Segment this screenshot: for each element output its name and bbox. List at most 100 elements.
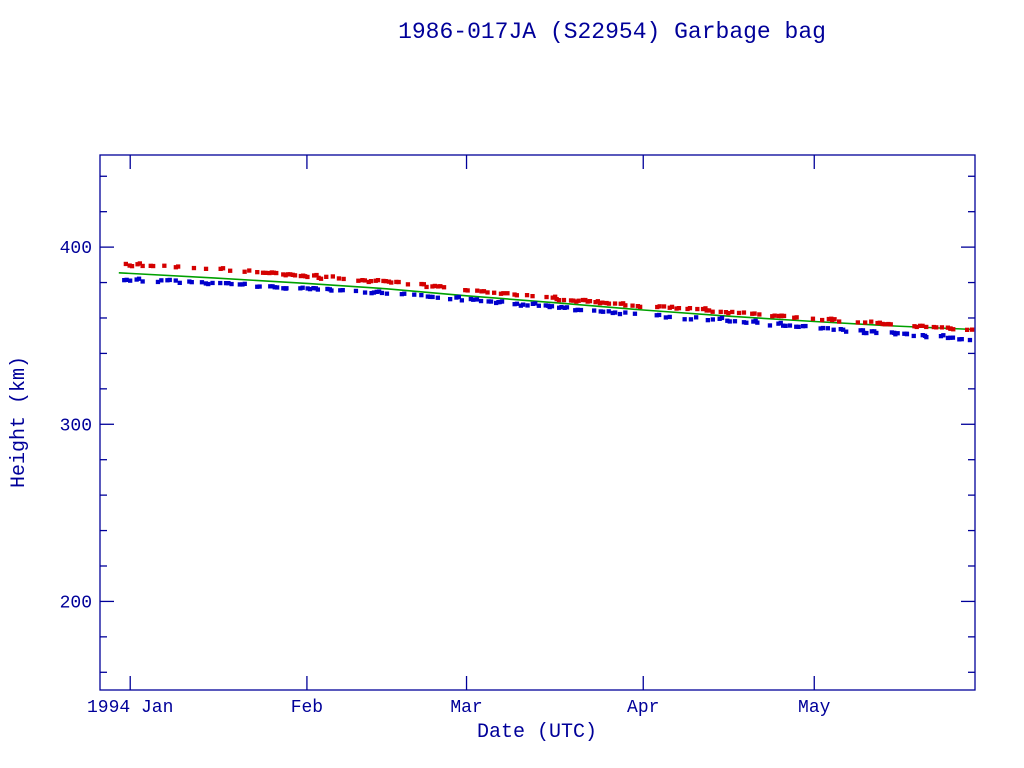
axis-ticks xyxy=(100,155,975,690)
apogee-height-point xyxy=(298,273,303,279)
apogee-height-point xyxy=(151,263,156,269)
perigee-height-point xyxy=(257,284,262,289)
apogee-height-point xyxy=(914,324,919,330)
perigee-height-point xyxy=(300,285,305,290)
perigee-height-point xyxy=(478,298,484,304)
perigee-height-point xyxy=(402,291,407,296)
perigee-height-point xyxy=(399,292,404,297)
perigee-height-point xyxy=(663,315,668,320)
apogee-height-point xyxy=(970,327,975,332)
apogee-height-point xyxy=(888,322,893,327)
apogee-height-point xyxy=(421,282,426,287)
perigee-height-point xyxy=(694,315,699,320)
apogee-height-point xyxy=(530,294,535,299)
perigee-height-point xyxy=(710,317,715,322)
apogee-height-point xyxy=(621,301,626,306)
apogee-height-point xyxy=(465,288,470,293)
plot-frame xyxy=(99,154,976,691)
perigee-height-point xyxy=(459,298,464,303)
perigee-height-point xyxy=(838,327,843,332)
perigee-height-point xyxy=(657,312,662,318)
perigee-height-point xyxy=(468,296,473,302)
apogee-height-point xyxy=(718,309,723,314)
perigee-height-point xyxy=(311,286,316,291)
perigee-height-point xyxy=(384,291,390,296)
perigee-height-point xyxy=(941,333,946,338)
apogee-height-point xyxy=(324,274,329,279)
apogee-height-point xyxy=(492,290,497,295)
perigee-height-point xyxy=(530,301,535,306)
apogee-height-point xyxy=(381,278,386,284)
apogee-height-point xyxy=(685,306,690,312)
perigee-height-point xyxy=(920,333,925,338)
perigee-height-point xyxy=(199,280,205,285)
perigee-height-point xyxy=(959,337,964,342)
apogee-height-point xyxy=(218,266,223,271)
perigee-height-point xyxy=(307,287,313,292)
apogee-height-point xyxy=(886,321,891,327)
apogee-height-point xyxy=(667,305,672,310)
perigee-height-point xyxy=(272,285,277,290)
perigee-height-point xyxy=(275,285,280,290)
axis-tick-labels: 200 300 400 1994 Jan Feb Mar Apr May xyxy=(60,239,831,718)
apogee-height-point xyxy=(305,274,310,280)
perigee-height-point xyxy=(858,328,863,333)
apogee-height-point xyxy=(405,282,411,287)
perigee-height-point xyxy=(474,297,480,302)
perigee-height-point xyxy=(428,294,433,299)
apogee-height-point xyxy=(674,306,679,311)
y-axis-label: Height (km) xyxy=(8,356,31,488)
apogee-height-point xyxy=(140,263,145,269)
perigee-height-point xyxy=(497,299,502,305)
perigee-height-point xyxy=(667,314,672,320)
apogee-height-point xyxy=(366,279,371,285)
x-tick-label: May xyxy=(798,698,831,718)
apogee-height-point xyxy=(576,298,581,303)
perigee-height-point xyxy=(781,323,786,328)
apogee-height-point xyxy=(794,315,799,320)
apogee-height-point xyxy=(600,300,605,305)
apogee-height-point xyxy=(501,291,506,296)
apogee-height-point xyxy=(571,298,576,303)
apogee-height-point xyxy=(934,325,939,330)
apogee-height-point xyxy=(281,272,286,277)
perigee-height-point xyxy=(187,279,192,284)
apogee-height-point xyxy=(635,304,640,309)
apogee-height-point xyxy=(550,295,555,300)
perigee-height-point xyxy=(860,328,866,333)
apogee-height-point xyxy=(661,304,667,309)
apogee-height-point xyxy=(597,301,603,306)
apogee-height-point xyxy=(419,281,424,287)
apogee-height-point xyxy=(312,273,317,278)
apogee-height-point xyxy=(553,294,558,299)
apogee-height-point xyxy=(263,270,268,275)
perigee-height-point xyxy=(719,315,725,321)
apogee-height-point xyxy=(375,278,381,283)
x-tick-label: Feb xyxy=(291,698,323,718)
perigee-height-point xyxy=(610,310,615,316)
apogee-height-point xyxy=(623,303,628,308)
perigee-series xyxy=(122,276,973,343)
perigee-height-point xyxy=(189,280,194,285)
apogee-height-point xyxy=(593,300,598,305)
perigee-height-point xyxy=(654,313,659,318)
apogee-height-point xyxy=(524,293,530,298)
trend-line xyxy=(118,272,974,331)
apogee-height-point xyxy=(676,306,682,311)
apogee-height-point xyxy=(945,325,950,330)
perigee-height-point xyxy=(575,307,580,312)
perigee-height-point xyxy=(601,309,606,314)
perigee-height-point xyxy=(547,304,552,310)
apogee-height-point xyxy=(561,297,567,303)
perigee-height-point xyxy=(794,324,799,329)
perigee-height-point xyxy=(869,329,874,334)
apogee-height-point xyxy=(965,327,970,332)
apogee-height-point xyxy=(604,300,609,306)
perigee-height-point xyxy=(592,308,597,313)
apogee-height-point xyxy=(826,316,831,322)
perigee-height-point xyxy=(177,280,182,285)
apogee-height-point xyxy=(463,288,468,293)
perigee-height-point xyxy=(741,320,747,325)
apogee-height-point xyxy=(318,276,324,281)
